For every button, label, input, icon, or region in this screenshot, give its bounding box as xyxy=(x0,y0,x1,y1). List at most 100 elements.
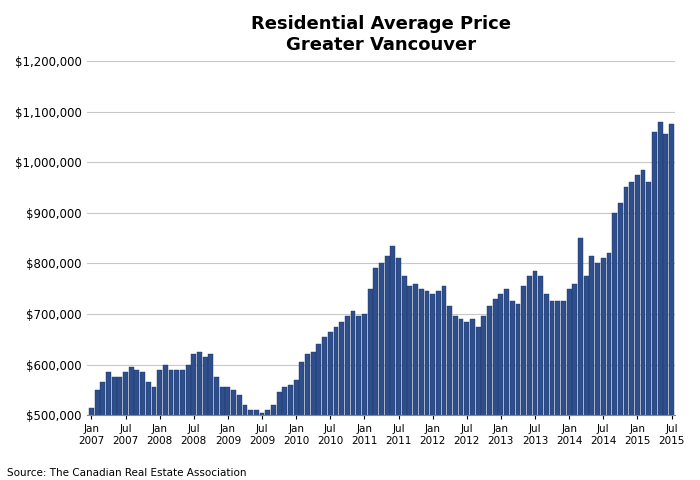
Bar xyxy=(276,392,281,480)
Bar xyxy=(595,264,600,480)
Bar xyxy=(522,286,526,480)
Bar xyxy=(94,390,99,480)
Bar xyxy=(129,367,134,480)
Bar xyxy=(640,170,645,480)
Bar xyxy=(442,286,447,480)
Bar xyxy=(112,377,117,480)
Bar xyxy=(140,372,145,480)
Bar xyxy=(265,410,270,480)
Bar xyxy=(413,284,418,480)
Bar xyxy=(606,253,611,480)
Bar xyxy=(407,286,412,480)
Bar xyxy=(333,326,338,480)
Bar xyxy=(391,246,395,480)
Bar xyxy=(106,372,111,480)
Bar xyxy=(555,301,560,480)
Bar xyxy=(669,124,674,480)
Bar xyxy=(584,276,589,480)
Bar xyxy=(396,258,401,480)
Bar xyxy=(118,377,122,480)
Bar xyxy=(652,132,657,480)
Bar xyxy=(419,288,423,480)
Bar xyxy=(180,370,185,480)
Bar xyxy=(504,288,509,480)
Bar xyxy=(538,276,543,480)
Bar xyxy=(635,175,640,480)
Bar xyxy=(476,326,481,480)
Bar xyxy=(163,365,168,480)
Bar xyxy=(191,354,196,480)
Bar xyxy=(351,312,356,480)
Bar xyxy=(197,352,202,480)
Bar xyxy=(231,390,236,480)
Bar xyxy=(89,408,94,480)
Bar xyxy=(527,276,532,480)
Bar xyxy=(282,387,287,480)
Bar xyxy=(100,382,105,480)
Bar xyxy=(624,187,629,480)
Bar xyxy=(316,344,321,480)
Bar xyxy=(379,264,384,480)
Bar xyxy=(152,387,156,480)
Bar xyxy=(340,322,344,480)
Bar xyxy=(134,370,139,480)
Bar xyxy=(589,256,594,480)
Bar xyxy=(550,301,554,480)
Bar xyxy=(345,316,350,480)
Bar xyxy=(237,395,242,480)
Bar xyxy=(618,203,623,480)
Bar xyxy=(242,405,247,480)
Bar xyxy=(260,413,265,480)
Bar xyxy=(328,332,332,480)
Bar xyxy=(271,405,276,480)
Bar xyxy=(174,370,179,480)
Bar xyxy=(158,370,162,480)
Bar xyxy=(146,382,150,480)
Bar xyxy=(544,294,549,480)
Bar xyxy=(447,306,452,480)
Title: Residential Average Price
Greater Vancouver: Residential Average Price Greater Vancou… xyxy=(251,15,512,54)
Bar xyxy=(458,319,463,480)
Bar xyxy=(311,352,316,480)
Bar xyxy=(482,316,486,480)
Bar xyxy=(305,354,310,480)
Bar xyxy=(498,294,503,480)
Bar xyxy=(209,354,214,480)
Bar xyxy=(214,377,219,480)
Bar xyxy=(322,337,327,480)
Bar xyxy=(601,258,606,480)
Bar xyxy=(658,121,662,480)
Bar xyxy=(561,301,566,480)
Bar xyxy=(573,284,577,480)
Bar xyxy=(664,134,668,480)
Bar xyxy=(169,370,174,480)
Bar xyxy=(220,387,225,480)
Bar xyxy=(453,316,458,480)
Bar xyxy=(362,314,367,480)
Bar xyxy=(373,268,378,480)
Bar xyxy=(567,288,572,480)
Bar xyxy=(402,276,407,480)
Bar xyxy=(424,291,429,480)
Bar xyxy=(123,372,128,480)
Bar xyxy=(646,182,651,480)
Bar xyxy=(436,291,441,480)
Bar xyxy=(356,316,361,480)
Bar xyxy=(248,410,253,480)
Bar xyxy=(225,387,230,480)
Bar xyxy=(368,288,372,480)
Bar xyxy=(578,238,583,480)
Bar xyxy=(300,362,304,480)
Bar xyxy=(464,322,469,480)
Bar xyxy=(612,213,617,480)
Text: Source: The Canadian Real Estate Association: Source: The Canadian Real Estate Associa… xyxy=(7,468,246,478)
Bar xyxy=(470,319,475,480)
Bar xyxy=(515,304,520,480)
Bar xyxy=(487,306,492,480)
Bar xyxy=(493,299,498,480)
Bar xyxy=(533,271,538,480)
Bar xyxy=(430,294,435,480)
Bar xyxy=(510,301,514,480)
Bar xyxy=(203,357,208,480)
Bar xyxy=(254,410,259,480)
